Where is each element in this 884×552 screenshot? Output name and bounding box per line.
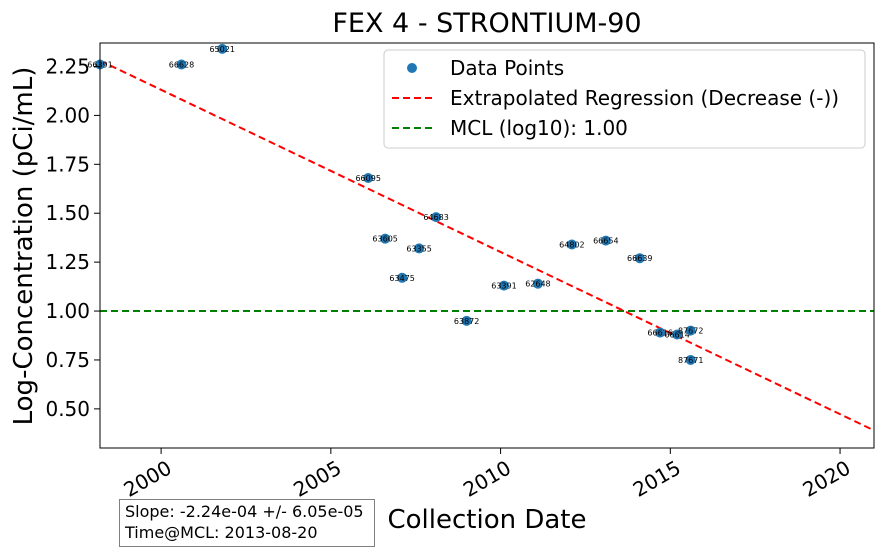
data-point <box>672 329 683 340</box>
x-tick-label: 2015 <box>629 456 685 502</box>
y-tick-label: 2.00 <box>45 103 90 127</box>
x-tick-label: 2020 <box>798 456 854 502</box>
data-point <box>685 325 696 336</box>
data-point <box>634 253 645 264</box>
data-point <box>566 239 577 250</box>
legend-marker-data-points <box>407 63 417 73</box>
y-tick-label: 2.25 <box>45 54 90 78</box>
data-point <box>600 235 611 246</box>
data-point <box>532 278 543 289</box>
legend: Data Points Extrapolated Regression (Dec… <box>383 49 866 149</box>
x-axis-label: Collection Date <box>387 505 586 535</box>
x-axis-ticks: 2000 2005 2010 2015 2020 <box>120 448 855 502</box>
legend-label-mcl: MCL (log10): 1.00 <box>450 116 628 140</box>
data-point <box>431 212 442 223</box>
chart-title: FEX 4 - STRONTIUM-90 <box>332 8 641 39</box>
data-point <box>685 354 696 365</box>
data-point-label: 64802 <box>559 241 584 250</box>
data-point <box>380 233 391 244</box>
data-point-label: 63475 <box>389 274 414 283</box>
x-tick-label: 2010 <box>459 456 515 502</box>
y-tick-label: 1.75 <box>45 152 90 176</box>
data-point <box>397 272 408 283</box>
y-tick-label: 0.50 <box>45 397 90 421</box>
data-point <box>655 327 666 338</box>
data-point-label: 66654 <box>593 237 618 246</box>
data-point-label: 65021 <box>209 45 234 54</box>
data-point-label: 87671 <box>678 356 703 365</box>
data-point-label: 66095 <box>355 174 380 183</box>
data-point-label: 66639 <box>627 254 652 263</box>
stats-annotation-box: Slope: -2.24e-04 +/- 6.05e-05 Time@MCL: … <box>119 499 375 547</box>
data-point-label: 66616 <box>647 329 672 338</box>
y-tick-label: 1.50 <box>45 201 90 225</box>
x-tick-label: 2005 <box>289 456 345 502</box>
data-point-label: 87672 <box>678 327 703 336</box>
y-tick-label: 1.00 <box>45 299 90 323</box>
time-at-mcl-text: Time@MCL: 2013-08-20 <box>125 523 318 542</box>
y-tick-label: 1.25 <box>45 250 90 274</box>
data-point <box>176 59 187 70</box>
data-point-label: 63391 <box>491 282 516 291</box>
slope-text: Slope: -2.24e-04 +/- 6.05e-05 <box>125 502 364 521</box>
data-point <box>498 280 509 291</box>
data-point-label: 63605 <box>372 235 397 244</box>
y-axis-label: Log-Concentration (pCi/mL) <box>9 67 39 426</box>
legend-box <box>383 49 866 149</box>
data-point-label: 66628 <box>169 61 194 70</box>
data-point <box>414 243 425 254</box>
data-point <box>217 43 228 54</box>
plot-area: 66391 66628650216609564683636056335563475… <box>87 43 874 432</box>
data-point-label: 62648 <box>525 280 550 289</box>
data-point-label: 66614 <box>664 331 689 340</box>
data-point-label: 63355 <box>406 244 431 253</box>
data-point <box>363 173 374 183</box>
x-tick-label: 2000 <box>120 456 176 502</box>
data-point-label: 63872 <box>454 317 479 326</box>
data-point <box>461 315 472 326</box>
data-point-label: 64683 <box>423 213 448 222</box>
legend-label-regression: Extrapolated Regression (Decrease (-)) <box>450 86 839 110</box>
legend-label-data-points: Data Points <box>450 56 564 80</box>
y-tick-label: 0.75 <box>45 348 90 372</box>
plot-frame <box>99 42 875 449</box>
y-axis-ticks: 0.50 0.75 1.00 1.25 1.50 1.75 2.00 2.25 <box>45 54 100 421</box>
